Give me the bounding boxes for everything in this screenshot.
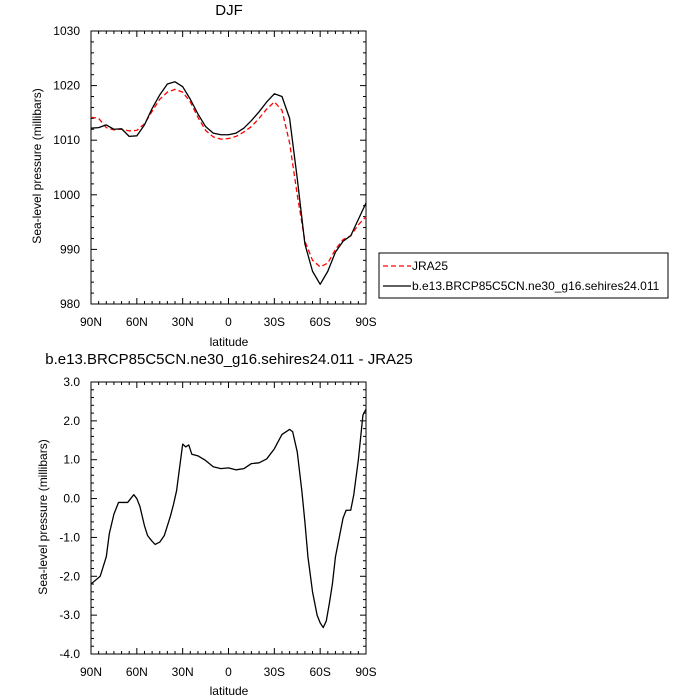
top-x-tick-label: 30S xyxy=(264,315,285,329)
bottom-x-tick-label: 60S xyxy=(309,665,330,679)
bottom-chart-xlabel: latitude xyxy=(210,684,249,698)
top-series-line-0 xyxy=(90,88,367,268)
bottom-x-tick-label: 0 xyxy=(225,665,232,679)
top-y-tick-label: 1010 xyxy=(53,133,80,147)
top-y-tick-label: 990 xyxy=(60,242,80,256)
bottom-x-tick-label: 90N xyxy=(80,665,102,679)
top-series-line-1 xyxy=(90,81,367,285)
bottom-y-tick-label: -4.0 xyxy=(59,647,80,661)
bottom-chart-ylabel: Sea-level pressure (millibars) xyxy=(36,439,50,594)
bottom-x-tick-label: 30S xyxy=(264,665,285,679)
top-y-tick-label: 1020 xyxy=(53,79,80,93)
legend-label-model: b.e13.BRCP85C5CN.ne30_g16.sehires24.011 xyxy=(412,279,660,293)
legend-label-jra25: JRA25 xyxy=(412,259,448,273)
top-y-tick-label: 1030 xyxy=(53,24,80,38)
legend-frame xyxy=(378,252,669,299)
bottom-x-tick-label: 30N xyxy=(172,665,194,679)
bottom-y-tick-label: 1.0 xyxy=(63,453,80,467)
bottom-x-tick-label: 90S xyxy=(355,665,376,679)
top-y-tick-label: 1000 xyxy=(53,188,80,202)
bottom-y-tick-label: 3.0 xyxy=(63,375,80,389)
bottom-y-tick-label: 0.0 xyxy=(63,492,80,506)
top-x-tick-label: 90S xyxy=(355,315,376,329)
top-x-tick-label: 60S xyxy=(309,315,330,329)
top-x-tick-label: 30N xyxy=(172,315,194,329)
top-chart-legend: JRA25 b.e13.BRCP85C5CN.ne30_g16.sehires2… xyxy=(378,252,669,299)
top-y-tick-label: 980 xyxy=(60,297,80,311)
bottom-plot-frame xyxy=(90,381,367,655)
bottom-x-tick-label: 60N xyxy=(126,665,148,679)
bottom-y-tick-label: -1.0 xyxy=(59,530,80,544)
bottom-chart-title: b.e13.BRCP85C5CN.ne30_g16.sehires24.011 … xyxy=(45,351,412,368)
top-chart-title: DJF xyxy=(215,2,243,19)
bottom-y-tick-label: 2.0 xyxy=(63,414,80,428)
top-chart-xlabel: latitude xyxy=(210,335,249,349)
top-x-tick-label: 90N xyxy=(80,315,102,329)
top-chart-plot: 90N 60N 30N 0 30S 60S 90S 980 990 1000 1010 1020 103… xyxy=(53,24,376,329)
bottom-series-line-0 xyxy=(90,408,367,629)
top-chart-ylabel: Sea-level pressure (millibars) xyxy=(30,88,44,243)
bottom-y-tick-label: -3.0 xyxy=(59,608,80,622)
top-plot-frame xyxy=(90,30,367,305)
top-x-tick-label: 60N xyxy=(126,315,148,329)
bottom-y-tick-label: -2.0 xyxy=(59,569,80,583)
top-x-tick-label: 0 xyxy=(225,315,232,329)
bottom-chart-plot: 90N 60N 30N 0 30S 60S 90S -4.0 -3.0 -2.0 -1.0 0.0 1.… xyxy=(59,375,376,679)
